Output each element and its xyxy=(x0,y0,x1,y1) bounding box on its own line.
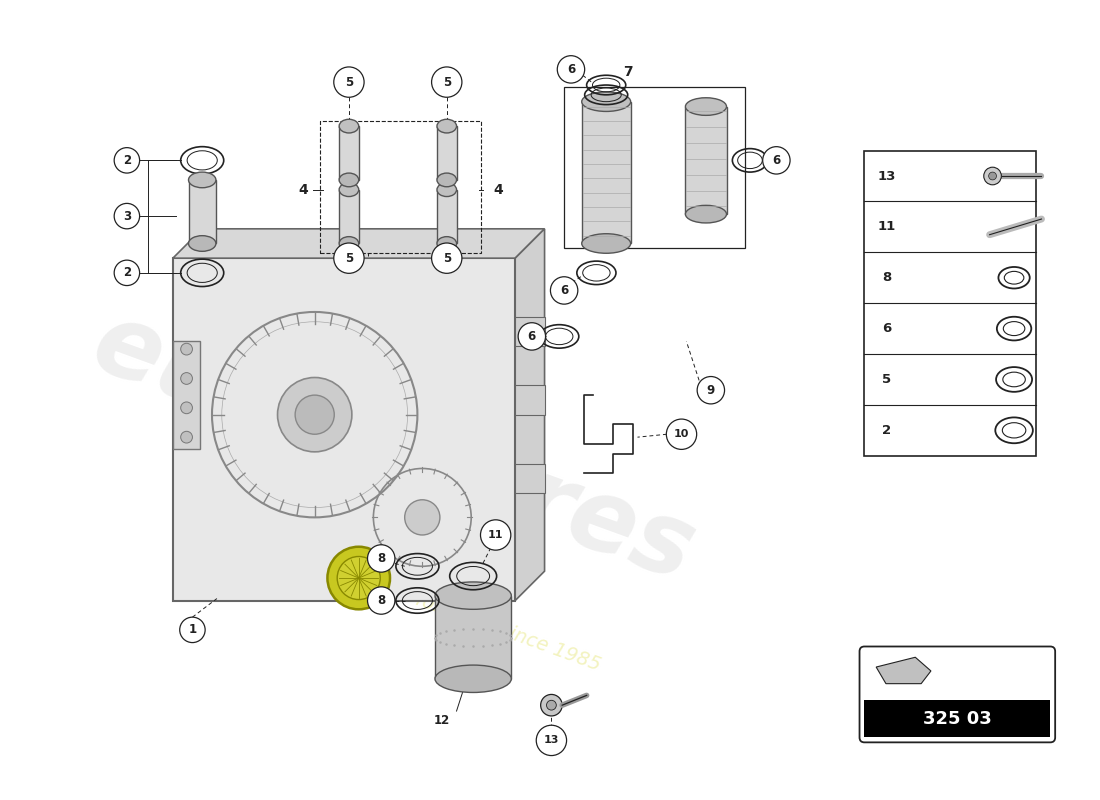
Text: 325 03: 325 03 xyxy=(923,710,992,728)
Circle shape xyxy=(180,431,192,443)
Bar xyxy=(434,596,512,678)
Text: 9: 9 xyxy=(706,384,715,397)
Circle shape xyxy=(180,343,192,355)
Ellipse shape xyxy=(582,234,630,254)
Circle shape xyxy=(367,587,395,614)
Text: 8: 8 xyxy=(882,271,891,284)
Text: 5: 5 xyxy=(344,75,353,89)
Ellipse shape xyxy=(685,98,726,115)
Text: 7: 7 xyxy=(623,66,632,79)
Text: 5: 5 xyxy=(442,75,451,89)
Bar xyxy=(865,700,1050,738)
Bar xyxy=(437,190,456,243)
Text: 1: 1 xyxy=(188,623,197,636)
Circle shape xyxy=(558,56,585,83)
Text: 6: 6 xyxy=(560,284,569,297)
Text: 6: 6 xyxy=(566,63,575,76)
Text: 11: 11 xyxy=(488,530,504,540)
Text: 13: 13 xyxy=(878,170,896,182)
Text: 6: 6 xyxy=(528,330,536,343)
Bar xyxy=(339,190,359,243)
Bar xyxy=(515,463,544,493)
Circle shape xyxy=(697,377,725,404)
Ellipse shape xyxy=(188,236,216,251)
Text: 6: 6 xyxy=(882,322,891,335)
Circle shape xyxy=(333,67,364,98)
Bar xyxy=(515,317,544,346)
Text: eurospares: eurospares xyxy=(79,295,707,602)
Bar xyxy=(582,102,630,243)
Bar xyxy=(515,386,544,414)
Text: 3: 3 xyxy=(123,210,131,222)
Circle shape xyxy=(180,373,192,384)
Bar xyxy=(564,87,745,248)
Circle shape xyxy=(367,545,395,572)
Circle shape xyxy=(338,557,381,599)
Text: 6: 6 xyxy=(772,154,781,167)
Circle shape xyxy=(431,67,462,98)
Text: 8: 8 xyxy=(377,552,385,565)
Circle shape xyxy=(114,203,140,229)
Circle shape xyxy=(547,700,557,710)
Text: 10: 10 xyxy=(674,430,690,439)
Circle shape xyxy=(328,546,390,610)
Circle shape xyxy=(333,243,364,274)
Text: 2: 2 xyxy=(123,154,131,167)
Ellipse shape xyxy=(685,206,726,223)
Ellipse shape xyxy=(339,119,359,133)
Text: 5: 5 xyxy=(882,373,891,386)
Circle shape xyxy=(989,172,997,180)
Text: 5: 5 xyxy=(442,252,451,265)
Polygon shape xyxy=(173,258,515,601)
Bar xyxy=(320,122,481,254)
Circle shape xyxy=(550,277,578,304)
Circle shape xyxy=(114,148,140,173)
Polygon shape xyxy=(173,229,544,258)
Text: 2: 2 xyxy=(882,424,891,437)
Bar xyxy=(437,126,456,180)
Text: 11: 11 xyxy=(878,220,896,234)
Circle shape xyxy=(481,520,510,550)
Text: 13: 13 xyxy=(543,735,559,746)
Circle shape xyxy=(179,617,205,642)
Ellipse shape xyxy=(437,237,456,250)
Text: 2: 2 xyxy=(123,266,131,279)
Bar xyxy=(173,342,200,449)
Circle shape xyxy=(983,167,1001,185)
Ellipse shape xyxy=(339,183,359,197)
Ellipse shape xyxy=(434,665,512,693)
Circle shape xyxy=(114,260,140,286)
Circle shape xyxy=(277,378,352,452)
Ellipse shape xyxy=(437,119,456,133)
Ellipse shape xyxy=(339,173,359,186)
Circle shape xyxy=(537,726,566,755)
Circle shape xyxy=(762,146,790,174)
Circle shape xyxy=(667,419,696,450)
Text: a passion for parts since 1985: a passion for parts since 1985 xyxy=(320,556,603,674)
Ellipse shape xyxy=(188,172,216,188)
Circle shape xyxy=(431,243,462,274)
Circle shape xyxy=(180,402,192,414)
Polygon shape xyxy=(877,658,931,684)
Text: 5: 5 xyxy=(344,252,353,265)
Circle shape xyxy=(541,694,562,716)
Text: 8: 8 xyxy=(377,594,385,607)
Text: 4: 4 xyxy=(494,182,504,197)
Bar xyxy=(188,180,216,243)
Ellipse shape xyxy=(582,92,630,111)
Ellipse shape xyxy=(437,173,456,186)
Ellipse shape xyxy=(437,183,456,197)
Text: 12: 12 xyxy=(433,714,450,727)
Circle shape xyxy=(295,395,334,434)
Ellipse shape xyxy=(339,237,359,250)
Circle shape xyxy=(518,322,546,350)
Circle shape xyxy=(405,500,440,535)
Bar xyxy=(685,106,726,214)
Text: 4: 4 xyxy=(298,182,308,197)
Bar xyxy=(339,126,359,180)
Polygon shape xyxy=(515,229,544,601)
FancyBboxPatch shape xyxy=(859,646,1055,742)
Ellipse shape xyxy=(434,582,512,610)
Bar xyxy=(865,150,1035,456)
